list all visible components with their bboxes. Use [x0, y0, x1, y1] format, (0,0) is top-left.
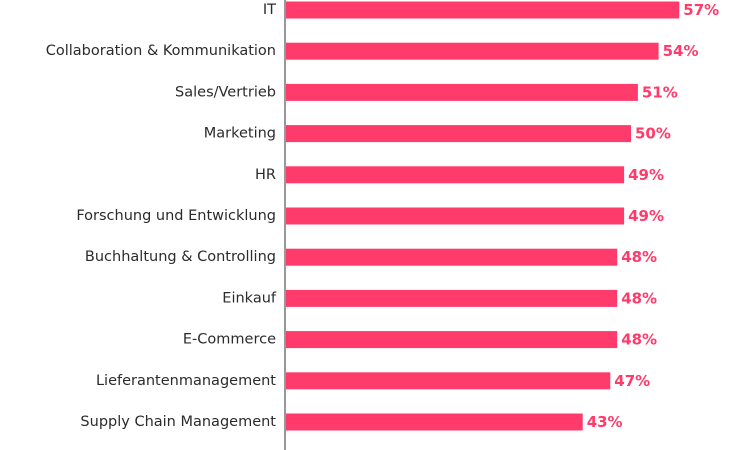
- value-label: 48%: [621, 248, 657, 266]
- category-label: IT: [263, 2, 276, 18]
- bar-row: Supply Chain Management 43%: [80, 413, 622, 431]
- value-label: 54%: [663, 42, 699, 60]
- value-label: 51%: [642, 83, 678, 101]
- category-label: Supply Chain Management: [80, 414, 276, 430]
- category-label: Lieferantenmanagement: [96, 373, 276, 389]
- category-label: Sales/Vertrieb: [175, 84, 276, 100]
- bar: [286, 289, 618, 307]
- bar: [286, 413, 583, 431]
- bar-row: Collaboration & Kommunikation 54%: [46, 42, 699, 60]
- bar: [286, 248, 618, 266]
- bar: [286, 42, 659, 60]
- value-label: 49%: [628, 166, 664, 184]
- bar-row: Marketing 50%: [204, 125, 671, 143]
- value-label: 57%: [683, 1, 719, 19]
- bar: [286, 1, 680, 19]
- bar-row: HR 49%: [255, 166, 664, 184]
- bar: [286, 83, 638, 101]
- bar-row: Lieferantenmanagement 47%: [96, 372, 650, 390]
- category-label: Collaboration & Kommunikation: [46, 43, 276, 59]
- bar-row: Einkauf 48%: [222, 289, 657, 307]
- value-label: 43%: [587, 413, 623, 431]
- bar: [286, 125, 631, 143]
- value-label: 47%: [614, 372, 650, 390]
- category-label: Buchhaltung & Controlling: [85, 249, 276, 265]
- bar-group: IT 57% Collaboration & Kommunikation 54% Sal…: [46, 1, 719, 431]
- category-label: HR: [255, 167, 276, 183]
- bar-row: Buchhaltung & Controlling 48%: [85, 248, 657, 266]
- bar-row: E-Commerce 48%: [183, 331, 657, 349]
- category-label: Forschung und Entwicklung: [76, 208, 276, 224]
- bar-row: IT 57%: [263, 1, 719, 19]
- value-label: 50%: [635, 125, 671, 143]
- value-label: 49%: [628, 207, 664, 225]
- category-label: E-Commerce: [183, 332, 276, 348]
- category-label: Einkauf: [222, 290, 277, 306]
- bar: [286, 372, 611, 390]
- bar: [286, 207, 625, 225]
- bar: [286, 331, 618, 349]
- bar-row: Forschung und Entwicklung 49%: [76, 207, 664, 225]
- value-label: 48%: [621, 331, 657, 349]
- bar-row: Sales/Vertrieb 51%: [175, 83, 678, 101]
- bar: [286, 166, 625, 184]
- value-label: 48%: [621, 289, 657, 307]
- category-label: Marketing: [204, 126, 276, 142]
